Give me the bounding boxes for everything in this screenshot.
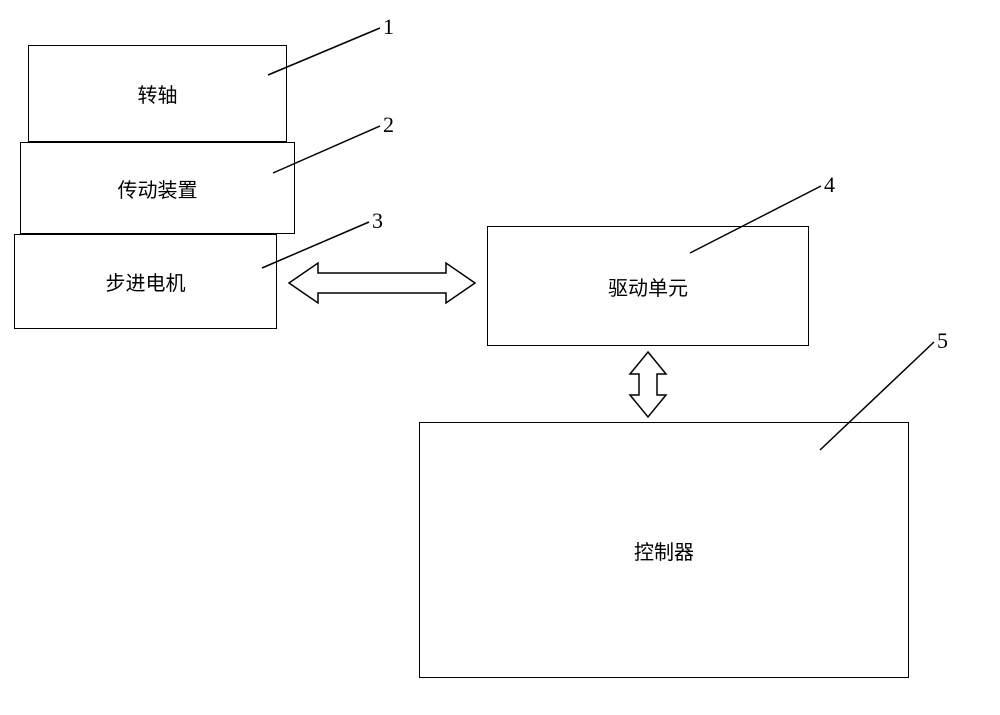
arrow-drive-controller [0,0,1000,715]
diagram-canvas: 转轴 传动装置 步进电机 驱动单元 控制器 1 2 3 4 5 [0,0,1000,715]
